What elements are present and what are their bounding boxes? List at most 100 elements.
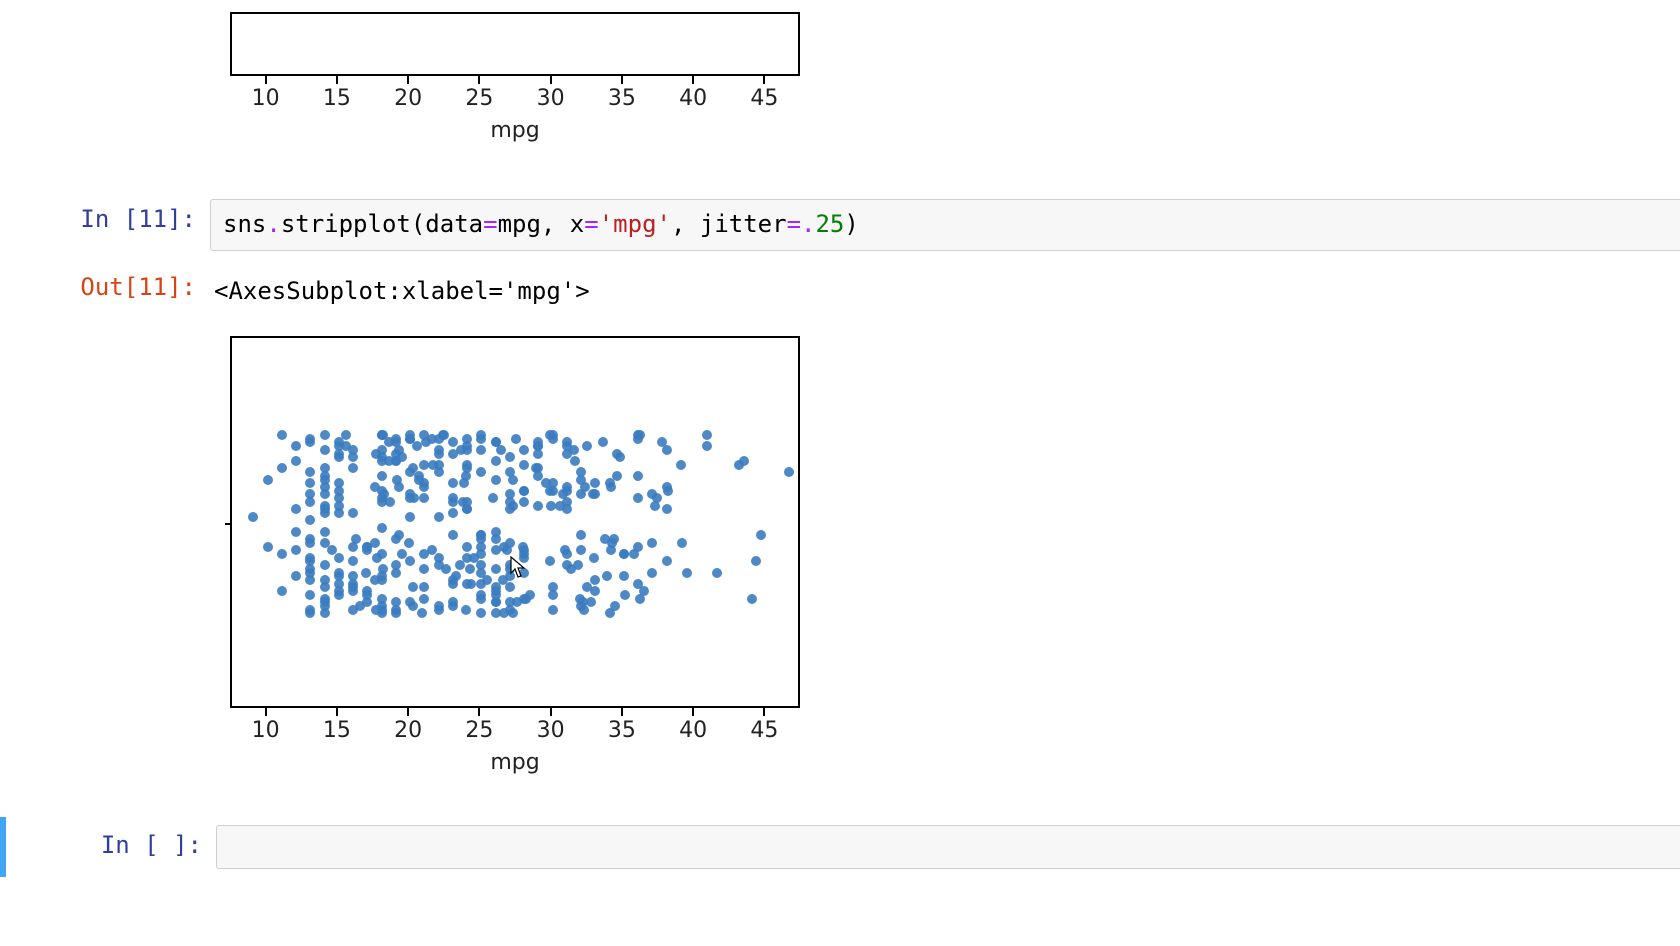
scatter-point [558,489,568,499]
scatter-point [588,489,598,499]
scatter-point [466,579,476,589]
scatter-point [370,575,380,585]
scatter-point [598,437,608,447]
scatter-point [461,471,471,481]
x-tick-mark [407,76,409,84]
scatter-point [576,530,586,540]
x-tick-label: 15 [323,86,351,111]
scatter-point [405,512,415,522]
x-tick-mark [407,708,409,716]
scatter-point [505,582,515,592]
scatter-point [491,475,501,485]
x-tick-label: 20 [394,86,422,111]
scatter-point [421,437,431,447]
scatter-point [505,571,515,581]
scatter-point [348,556,358,566]
code-input-blank[interactable] [216,825,1680,869]
scatter-point [355,601,365,611]
scatter-point [619,571,629,581]
scatter-point [417,608,427,618]
strip-plot-box [230,336,800,708]
scatter-point [320,463,330,473]
scatter-point [351,534,361,544]
scatter-point [462,434,472,444]
scatter-point [586,597,596,607]
scatter-point [434,512,444,522]
scatter-point [491,564,501,574]
scatter-point [469,553,479,563]
scatter-point [605,478,615,488]
scatter-point [391,608,401,618]
x-tick-mark [692,76,694,84]
x-tick-label: 10 [252,718,280,743]
x-tick-label: 40 [679,86,707,111]
scatter-point [461,605,471,615]
strip-x-label: mpg [230,750,800,775]
scatter-point [419,493,429,503]
in-prompt-blank: In [ ]: [6,821,216,871]
cell-blank-row[interactable]: In [ ]: [0,817,1680,877]
scatter-point [409,493,419,503]
scatter-point [291,527,301,537]
scatter-point [419,582,429,592]
scatter-point [545,556,555,566]
scatter-point [434,560,444,570]
scatter-point [320,504,330,514]
x-tick-mark [763,708,765,716]
scatter-point [448,530,458,540]
scatter-point [305,515,315,525]
scatter-point [320,527,330,537]
scatter-point [320,430,330,440]
x-tick-label: 25 [465,86,493,111]
cell-11-input-row: In [11]: sns.stripplot(data=mpg, x='mpg'… [0,191,1680,259]
scatter-point [620,590,630,600]
scatter-point [633,579,643,589]
scatter-point [562,549,572,559]
scatter-point [394,530,404,540]
scatter-point [320,489,330,499]
scatter-point [555,501,565,511]
scatter-point [676,460,686,470]
scatter-point [419,564,429,574]
scatter-point [334,553,344,563]
scatter-point [546,501,556,511]
x-tick-label: 20 [394,718,422,743]
scatter-point [465,564,475,574]
scatter-point [519,568,529,578]
scatter-point [751,556,761,566]
scatter-point [291,545,301,555]
scatter-point [277,549,287,559]
code-input-11[interactable]: sns.stripplot(data=mpg, x='mpg', jitter=… [210,199,1680,251]
scatter-point [305,478,315,488]
scatter-point [521,594,531,604]
cell-11-input-content[interactable]: sns.stripplot(data=mpg, x='mpg', jitter=… [210,195,1680,255]
scatter-point [682,568,692,578]
scatter-point [590,575,600,585]
scatter-point [448,478,458,488]
scatter-point [739,456,749,466]
x-tick-mark [550,76,552,84]
scatter-point [590,478,600,488]
scatter-point [305,437,315,447]
scatter-point [590,586,600,596]
scatter-point [462,460,472,470]
scatter-point [277,463,287,473]
scatter-point [662,482,672,492]
scatter-point [291,571,301,581]
strip-plot-area [232,338,798,706]
scatter-point [291,504,301,514]
truncated-plot-wrap: 1015202530354045 mpg [230,12,800,143]
in-prompt-11: In [11]: [0,195,210,245]
scatter-point [476,445,486,455]
x-tick-mark [692,708,694,716]
scatter-point [361,568,371,578]
scatter-point [362,542,372,552]
cell-blank-content[interactable] [216,821,1680,873]
scatter-point [348,463,358,473]
scatter-point [505,560,515,570]
scatter-point [462,497,472,507]
y-center-tick [225,523,232,525]
x-tick-mark [265,708,267,716]
scatter-point [519,460,529,470]
scatter-point [377,471,387,481]
